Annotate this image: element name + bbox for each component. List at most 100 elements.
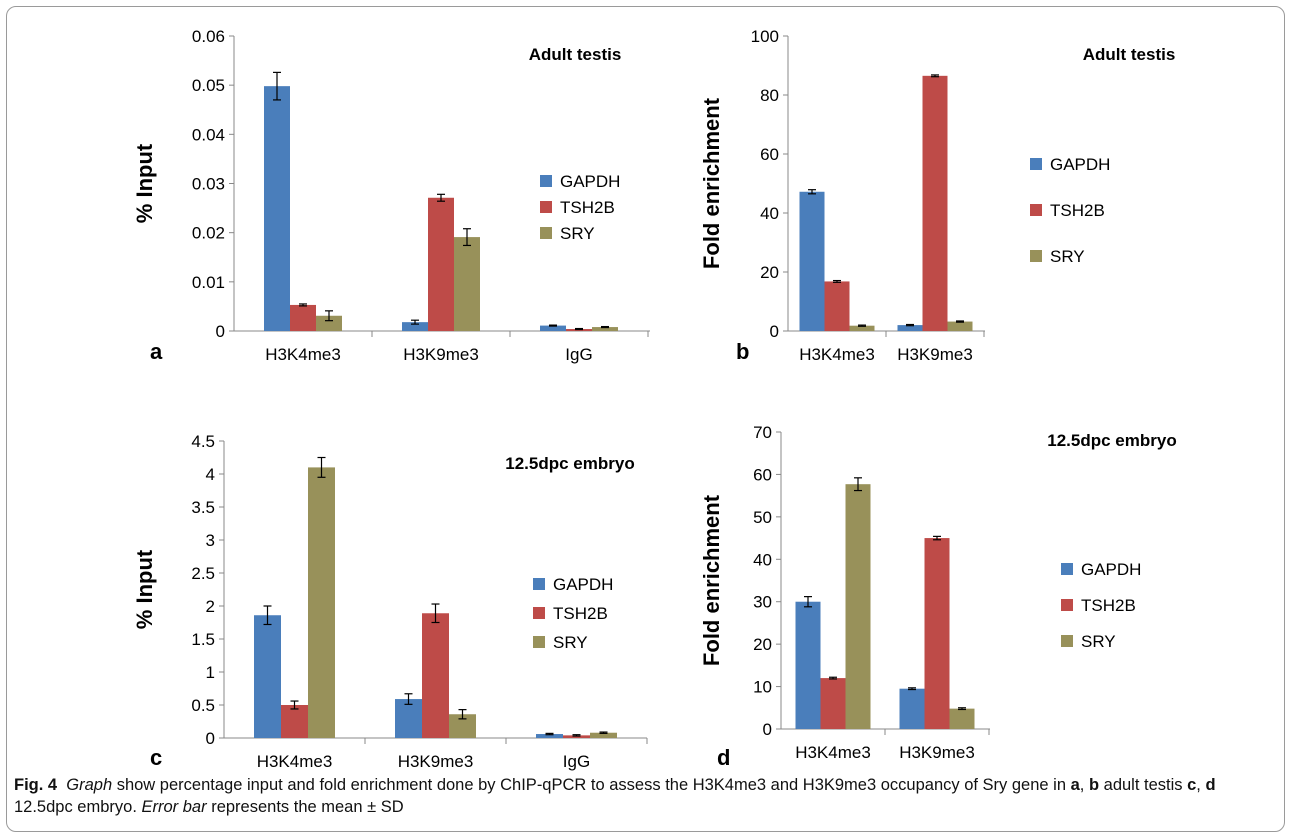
x-tick-label: H3K4me3 [257,752,333,771]
y-tick-label: 60 [753,465,772,484]
legend-swatch-tsh2b [1030,204,1042,216]
legend-label-gapdh: GAPDH [560,172,620,191]
bar-tsh2b-h3k4me3 [281,705,308,738]
y-tick-label: 3 [206,531,215,550]
bar-tsh2b-h3k9me3 [924,538,950,729]
y-tick-label: 2.5 [191,564,215,583]
x-tick-label: H3K4me3 [799,345,875,364]
panel-annotation: Adult testis [1083,45,1176,64]
caption-label-a: a [1070,776,1080,794]
bar-gapdh-h3k4me3 [795,601,821,729]
chart-a: 0 0.01 0.02 0.03 0.04 0.05 0.06 H3K4me3 H3K9me3 I… [132,27,650,364]
bar-sry-igg [590,732,617,738]
caption-error-bar-word: Error bar [141,798,207,816]
bar-sry-h3k9me3 [449,714,476,738]
legend-label-tsh2b: TSH2B [560,198,615,217]
x-tick-label: H3K9me3 [897,345,973,364]
legend-label-gapdh: GAPDH [1081,560,1141,579]
x-tick-label: H3K9me3 [403,345,479,364]
bar-sry-h3k4me3 [845,484,871,729]
y-tick-label: 0.03 [192,175,225,194]
y-tick-label: 20 [760,263,779,282]
figure-frame [6,6,1285,832]
y-tick-label: 1.5 [191,630,215,649]
caption-text-4: represents the mean ± SD [206,798,404,816]
bar-gapdh-h3k9me3 [899,688,925,729]
bar-sry-igg [592,327,618,331]
bar-sry-h3k4me3 [308,467,335,738]
caption-text-1: show percentage input and fold enrichmen… [112,776,1071,794]
chart-d: 0 10 20 30 40 50 60 70 H3K4me3 H3K9me3 Fold enrich… [699,423,1177,770]
legend-swatch-sry [1061,635,1073,647]
y-axis-title: Fold enrichment [699,97,724,269]
y-tick-label: 60 [760,145,779,164]
bar-sry-h3k4me3 [316,315,342,331]
y-tick-label: 50 [753,508,772,527]
panel-annotation: Adult testis [529,45,622,64]
bar-gapdh-h3k4me3 [254,615,281,738]
caption-sep-1: , [1079,776,1089,794]
y-tick-label: 10 [753,678,772,697]
chart-b: 0 20 40 60 80 100 H3K4me3 H3K9me3 Fold enrichmen… [699,27,1175,364]
bar-sry-h3k9me3 [947,321,973,331]
legend-swatch-gapdh [540,175,552,187]
panel-label-c: c [150,745,162,770]
legend-swatch-gapdh [1061,563,1073,575]
bar-gapdh-h3k9me3 [402,322,428,331]
legend-label-gapdh: GAPDH [553,575,613,594]
y-axis-title: % Input [132,143,157,223]
caption-label-c: c [1187,776,1197,794]
y-tick-label: 4 [206,465,215,484]
legend-label-sry: SRY [1050,247,1085,266]
y-tick-label: 30 [753,593,772,612]
panel-annotation: 12.5dpc embryo [505,454,634,473]
legend-swatch-sry [540,227,552,239]
x-tick-label: IgG [563,752,590,771]
bar-gapdh-igg [536,734,563,738]
bar-sry-h3k4me3 [849,325,875,331]
legend-swatch-tsh2b [533,607,545,619]
y-axis-title: % Input [132,549,157,629]
y-tick-label: 0 [216,322,225,341]
panel-annotation: 12.5dpc embryo [1047,431,1176,450]
legend-swatch-tsh2b [1061,599,1073,611]
y-tick-label: 40 [753,550,772,569]
x-tick-label: H3K4me3 [795,743,871,762]
y-tick-label: 0 [770,322,779,341]
bar-tsh2b-h3k4me3 [824,281,850,331]
bar-sry-h3k9me3 [949,708,975,729]
y-tick-label: 70 [753,423,772,442]
legend-label-gapdh: GAPDH [1050,155,1110,174]
y-tick-label: 20 [753,635,772,654]
x-tick-label: H3K9me3 [398,752,474,771]
bar-tsh2b-h3k9me3 [422,613,449,738]
bar-gapdh-igg [540,325,566,331]
y-axis-title: Fold enrichment [699,494,724,666]
bar-sry-h3k9me3 [454,237,480,331]
legend-swatch-sry [1030,250,1042,262]
y-tick-label: 4.5 [191,432,215,451]
bar-gapdh-h3k4me3 [799,191,825,331]
legend-swatch-sry [533,636,545,648]
legend-label-sry: SRY [560,224,595,243]
figure-caption: Fig. 4 Graph show percentage input and f… [14,774,1274,818]
x-tick-label: H3K9me3 [899,743,975,762]
x-tick-label: IgG [565,345,592,364]
caption-label-d: d [1205,776,1216,794]
bar-tsh2b-igg [563,735,590,738]
y-tick-label: 0.01 [192,273,225,292]
x-tick-label: H3K4me3 [265,345,341,364]
y-tick-label: 0 [206,729,215,748]
y-tick-label: 100 [751,27,779,46]
caption-text-3: 12.5dpc embryo. [14,798,142,816]
y-tick-label: 1 [206,663,215,682]
legend-label-tsh2b: TSH2B [1050,201,1105,220]
y-tick-label: 0.05 [192,76,225,95]
bar-gapdh-h3k9me3 [395,699,422,738]
caption-graph-word: Graph [66,776,113,794]
y-tick-label: 80 [760,86,779,105]
caption-text-2: adult testis [1099,776,1188,794]
y-tick-label: 3.5 [191,498,215,517]
